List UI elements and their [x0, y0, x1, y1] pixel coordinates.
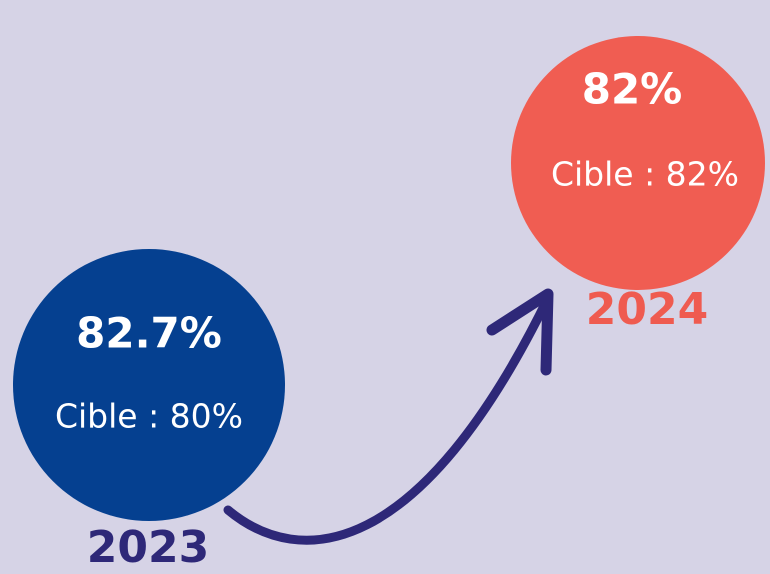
arrow-head: [486, 288, 554, 376]
value: 82.7%: [76, 309, 222, 358]
circle-2023: [13, 249, 285, 521]
year: 2024: [586, 284, 708, 335]
target: Cible : 82%: [551, 155, 739, 194]
arrow-curve: [223, 293, 553, 545]
target: Cible : 80%: [55, 397, 243, 436]
year: 2023: [87, 522, 209, 573]
circle-2024: [511, 36, 765, 290]
value: 82%: [582, 65, 683, 114]
